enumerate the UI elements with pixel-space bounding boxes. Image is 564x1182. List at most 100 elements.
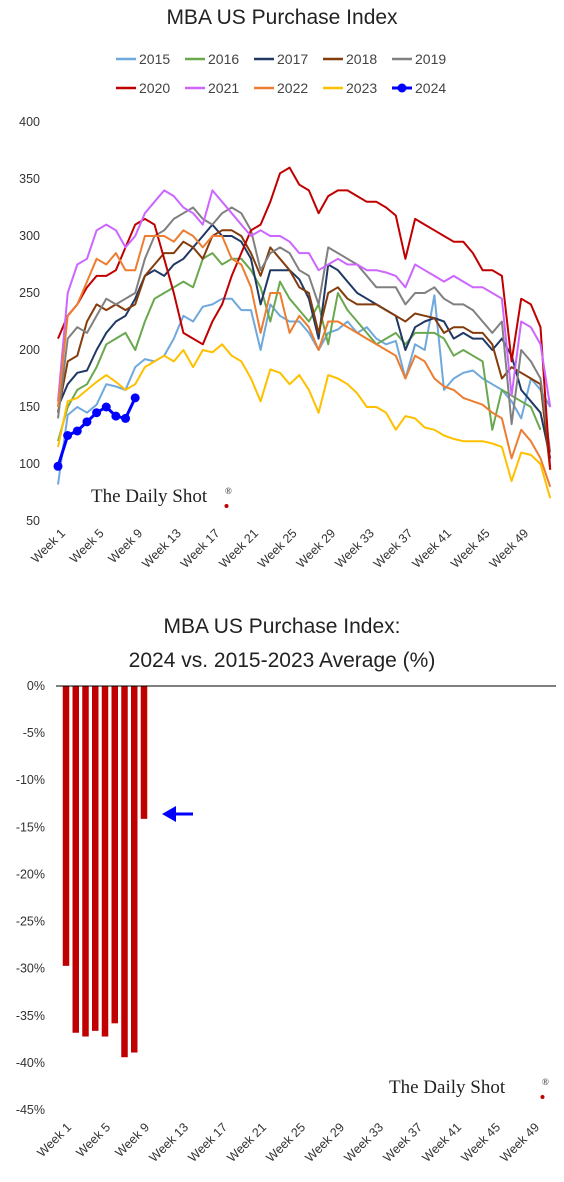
legend-label-2017: 2017 [277,51,308,67]
x-tick-label: Week 41 [409,526,454,571]
legend-label-2019: 2019 [415,51,446,67]
series-line-2022 [57,229,552,488]
y-tick-label: 350 [19,172,40,186]
bar-chart-y-axis: 0% -5% -10% -15% -20% -25% -30% -35% -40% -45% [16,679,45,1117]
x-tick-label: Week 33 [341,1120,386,1165]
x-tick-label: Week 37 [380,1120,425,1165]
x-tick-label: Week 13 [139,526,184,571]
legend-label-2020: 2020 [139,80,170,96]
x-tick-label: Week 21 [224,1120,269,1165]
x-tick-label: Week 29 [302,1120,347,1165]
series-line-2018 [57,229,552,470]
series-2024-point [101,402,111,412]
brand-dot [540,1095,545,1099]
legend-label-2024: 2024 [415,80,446,96]
y-tick-label: -5% [23,726,45,740]
x-tick-label: Week 5 [67,526,107,566]
x-tick-label: Week 1 [28,526,68,566]
x-tick-label: Week 5 [73,1120,113,1160]
line-chart-brand: The Daily Shot ® [91,486,232,508]
series-line-2023 [57,343,552,499]
x-tick-label: Week 29 [294,526,339,571]
legend-label-2016: 2016 [208,51,239,67]
y-tick-label: -15% [16,820,45,834]
y-tick-label: 150 [19,400,40,414]
line-chart-title: MBA US Purchase Index [166,6,398,29]
arrow-left-icon [162,806,176,822]
legend-label-2022: 2022 [277,80,308,96]
series-2024-point [72,426,82,436]
y-tick-label: 200 [19,343,40,357]
series-2024-point [111,411,121,421]
bar-chart-bars [62,686,148,1058]
y-tick-label: -45% [16,1103,45,1117]
x-tick-label: Week 41 [419,1120,464,1165]
line-chart-y-axis: 50 100 150 200 250 300 350 400 [19,115,40,528]
x-tick-label: Week 49 [497,1120,542,1165]
bar-chart-title-line-2: 2024 vs. 2015-2023 Average (%) [129,649,436,672]
latest-value-arrow [162,806,193,822]
x-tick-label: Week 37 [371,526,416,571]
bar-week-9 [140,686,148,819]
line-chart-series [53,166,552,499]
bar-week-5 [101,686,109,1037]
x-tick-label: Week 25 [263,1120,308,1165]
series-line-2019 [57,206,552,453]
y-tick-label: -40% [16,1056,45,1070]
bar-week-4 [92,686,99,1031]
line-chart: MBA US Purchase Index 2015 2016 2017 2018 20… [19,6,552,571]
brand-registered-mark: ® [542,1077,549,1087]
y-tick-label: -30% [16,962,45,976]
series-line-2020 [57,166,552,470]
series-line-2016 [57,252,542,442]
series-2024-point [130,393,140,403]
x-tick-label: Week 25 [255,526,300,571]
legend-label-2018: 2018 [346,51,377,67]
bar-week-8 [131,686,138,1053]
series-2024-point [82,417,92,427]
y-tick-label: -35% [16,1009,45,1023]
x-tick-label: Week 45 [448,526,493,571]
bar-week-1 [62,686,70,966]
bar-chart-title-line-1: MBA US Purchase Index: [164,615,401,638]
x-tick-label: Week 17 [185,1120,230,1165]
y-tick-label: -20% [16,867,45,881]
series-2024-point [53,461,63,471]
series-2024-point [92,408,102,418]
y-tick-label: -25% [16,915,45,929]
y-tick-label: -10% [16,773,45,787]
y-tick-label: 100 [19,457,40,471]
bar-week-6 [111,686,118,1024]
legend-marker-2024 [397,83,407,93]
legend-label-2015: 2015 [139,51,170,67]
x-tick-label: Week 1 [34,1120,74,1160]
bar-week-3 [82,686,89,1037]
x-tick-label: Week 33 [332,526,377,571]
bar-chart: MBA US Purchase Index: 2024 vs. 2015-202… [16,615,556,1165]
series-line-2015 [57,294,552,485]
y-tick-label: 0% [27,679,45,693]
bar-week-2 [72,686,79,1033]
brand-logo-text: The Daily Shot [91,486,208,507]
series-line-2021 [57,189,552,408]
legend-label-2021: 2021 [208,80,239,96]
series-2024-point [121,413,131,423]
series-2024-point [63,431,73,440]
legend-label-2023: 2023 [346,80,377,96]
x-tick-label: Week 17 [178,526,223,571]
brand-dot [224,504,229,508]
x-tick-label: Week 21 [216,526,261,571]
line-chart-legend: 2015 2016 2017 2018 2019 2020 2021 2022 2023 2024 [116,51,446,96]
y-tick-label: 250 [19,286,40,300]
x-tick-label: Week 45 [458,1120,503,1165]
x-tick-label: Week 49 [487,526,532,571]
y-tick-label: 50 [26,514,40,528]
brand-logo-text: The Daily Shot [389,1077,506,1098]
x-tick-label: Week 13 [146,1120,191,1165]
bar-week-7 [121,686,128,1058]
y-tick-label: 300 [19,229,40,243]
